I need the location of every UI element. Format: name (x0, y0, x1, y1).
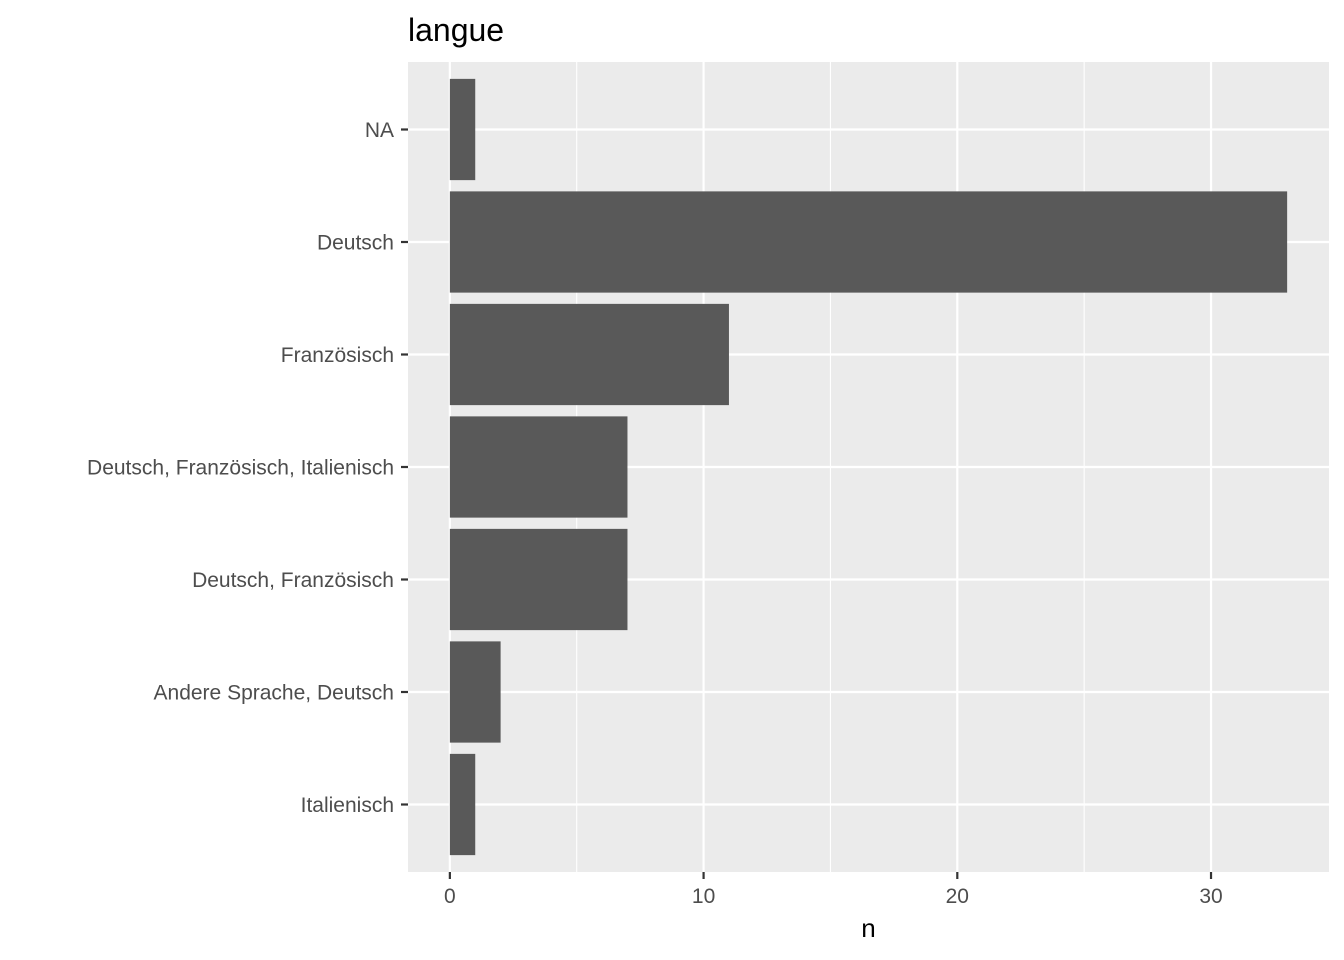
y-tick-label: Andere Sprache, Deutsch (154, 682, 394, 705)
bar (449, 303, 729, 406)
y-tick-label: Französisch (281, 344, 394, 367)
x-axis: 0 10 20 30 (444, 872, 1223, 908)
y-tick-label: Deutsch, Französisch, Italienisch (87, 457, 394, 480)
x-tick-label: 20 (946, 885, 969, 908)
bar (449, 416, 628, 518)
bar (449, 78, 476, 181)
bar (449, 641, 501, 743)
y-tick-label: Italienisch (301, 794, 394, 817)
bar (449, 191, 1288, 293)
bar (449, 753, 476, 856)
x-axis-title: n (861, 913, 875, 943)
bars (449, 78, 1288, 856)
y-tick-label: Deutsch, Französisch (192, 569, 394, 592)
y-axis: NA Deutsch Französisch Deutsch, Französisch… (87, 119, 408, 817)
x-tick-label: 10 (692, 885, 715, 908)
x-tick-label: 30 (1199, 885, 1222, 908)
y-tick-label: Deutsch (317, 232, 394, 255)
chart-title: langue (408, 12, 504, 48)
y-tick-label: NA (365, 119, 394, 142)
bar (449, 528, 628, 631)
x-tick-label: 0 (444, 885, 456, 908)
